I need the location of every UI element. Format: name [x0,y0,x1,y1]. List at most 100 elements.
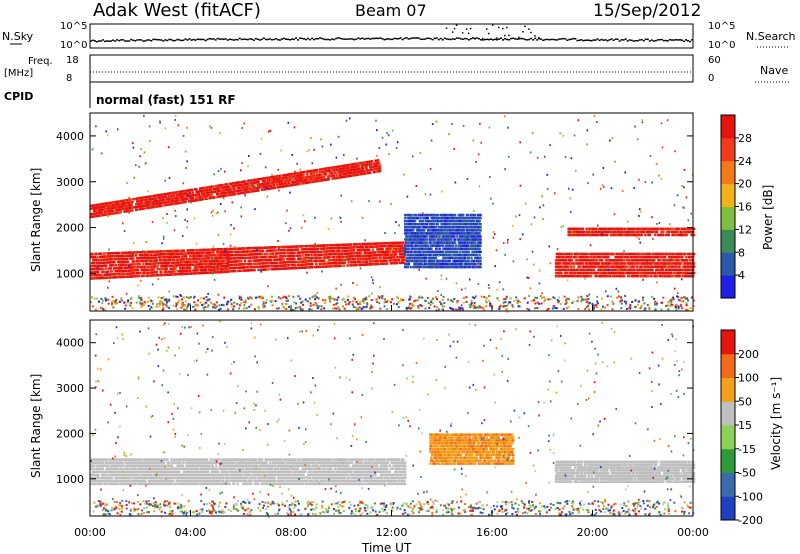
heatmap-cell [214,259,217,263]
noise-point [550,38,553,41]
noise-point [492,24,494,26]
heatmap-cell [366,169,369,172]
noise-right-tick-top: 10^5 [708,21,735,32]
noise-point [361,37,364,39]
heatmap-cell [203,192,206,195]
noise-point [636,39,639,42]
heatmap-cell [297,171,301,175]
heatmap-cell [284,184,287,188]
heatmap-cell [184,266,187,270]
heatmap-cell [223,262,226,265]
heatmap-cell [286,245,289,249]
heatmap-cell [464,223,468,226]
heatmap-cell [117,211,121,214]
heatmap-cell [151,194,154,198]
heatmap-cell [473,262,477,266]
heatmap-cell [140,204,143,208]
noise-point [492,39,494,41]
heatmap-cell [181,195,185,199]
heatmap-cell [123,269,126,273]
noise-point [381,38,384,40]
heatmap-cell [216,190,220,193]
heatmap-cell [424,238,427,241]
heatmap-cell [210,193,213,197]
heatmap-cell [333,246,337,250]
freq-left-unit: [MHz] [4,68,33,79]
heatmap-cell [442,216,445,220]
heatmap-cell [180,201,184,204]
heatmap-cell [106,213,109,216]
heatmap-cell [291,257,294,261]
heatmap-cell [446,229,450,232]
heatmap-cell [454,238,457,241]
heatmap-cell [473,216,476,220]
noise-point [122,39,125,41]
heatmap-cell [105,207,108,211]
heatmap-cell [555,274,559,278]
noise-point [552,38,555,41]
noise-point [313,38,316,41]
heatmap-cell [226,270,230,273]
heatmap-cell [365,242,368,246]
noise-point [411,37,414,39]
heatmap-cell [125,269,128,273]
heatmap-cell [470,253,473,257]
heatmap-cell [296,254,300,257]
heatmap-cell [419,226,422,229]
heatmap-cell [168,270,171,273]
heatmap-cell [179,252,182,255]
noise-point [329,39,332,41]
heatmap-cell [209,262,212,266]
noise-point [662,39,665,42]
heatmap-cell [465,265,469,269]
heatmap-cell [226,261,230,265]
heatmap-cell [155,253,158,256]
noise-point [518,38,521,40]
heatmap-cell [242,263,246,266]
heatmap-cell [288,173,291,176]
heatmap-cell [426,244,430,247]
heatmap-cell [199,263,203,266]
heatmap-cell [327,166,330,170]
noise-point [461,32,464,34]
heatmap-cell [454,213,457,217]
noise-point [566,39,569,41]
heatmap-cell [444,259,448,263]
noise-point [407,38,410,40]
heatmap-cell [220,256,223,260]
heatmap-cell [446,247,450,250]
noise-point [522,30,524,33]
heatmap-cell [471,232,474,235]
heatmap-cell [389,259,392,262]
heatmap-cell [110,258,113,261]
heatmap-cell [424,226,427,229]
heatmap-cell [428,235,431,238]
heatmap-cell [172,202,176,206]
heatmap-cell [386,262,389,265]
heatmap-cell [187,263,190,267]
heatmap-cell [190,263,194,267]
heatmap-cell [105,261,108,264]
heatmap-cell [370,260,374,263]
heatmap-cell [342,258,346,261]
heatmap-cell [241,191,244,195]
station-title: Adak West (fitACF) [93,0,261,21]
noise-point [152,38,155,41]
heatmap-cell [250,179,253,182]
heatmap-cell [411,244,414,247]
noise-point [680,39,683,41]
heatmap-cell [133,206,136,209]
heatmap-cell [297,266,301,270]
noise-point [154,38,157,41]
noise-point [682,40,685,43]
heatmap-cell [342,264,346,267]
heatmap-cell [159,259,162,262]
noise-point [200,38,203,41]
noise-point [520,37,523,40]
noise-point [327,38,330,41]
noise-point [510,37,513,40]
heatmap-cell [276,183,279,186]
beam-title: Beam 07 [355,1,427,20]
noise-point [630,39,633,42]
heatmap-cell [163,250,167,253]
